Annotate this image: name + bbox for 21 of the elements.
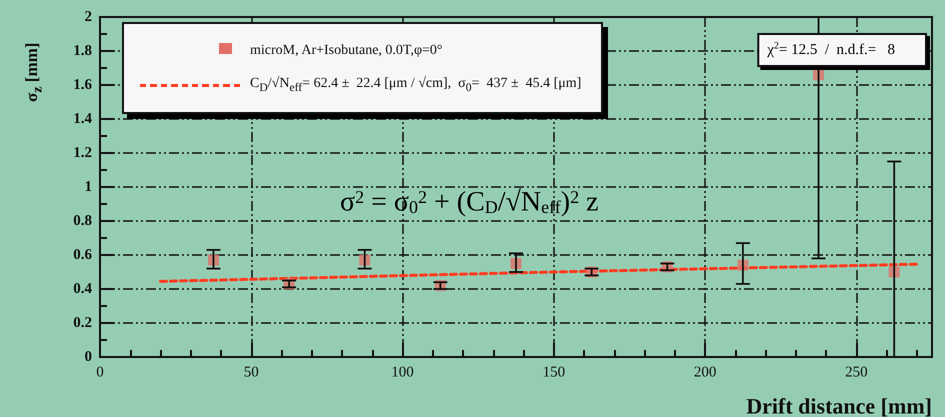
y-tick-label: 0 [84,349,92,365]
y-tick-label: 1.2 [73,145,92,161]
y-tick-label: 2 [84,9,92,25]
line-series [159,262,918,283]
y-tick-label: 0.4 [73,281,92,297]
x-tick-label: 50 [244,364,259,380]
x-tick-label: 150 [542,364,566,380]
x-tick-label: 0 [96,364,104,380]
y-tick-label: 1.8 [73,43,92,59]
x-axis-title: Drift distance [mm] [746,394,932,417]
y-tick-label: 1.6 [73,77,92,93]
legend-label: C$_{D}$/√N$_{eff}$= 62.4 ± 22.4 [μm / √cm], σ$_{0}$= 437 ± 45.4 [μm] [250,76,582,94]
x-tick-label: 250 [845,364,868,380]
y-tick-label: 0.8 [73,213,92,229]
y-tick-label: 0.6 [73,247,92,263]
y-tick-label: 1 [84,179,92,195]
y-tick-label: 0.2 [73,315,92,331]
x-tick-label: 100 [391,364,414,380]
y-tick-label: 1.4 [73,111,92,127]
x-tick-label: 200 [694,364,716,380]
legend-label: microM, Ar+Isobutane, 0.0T,φ=0° [250,43,443,59]
